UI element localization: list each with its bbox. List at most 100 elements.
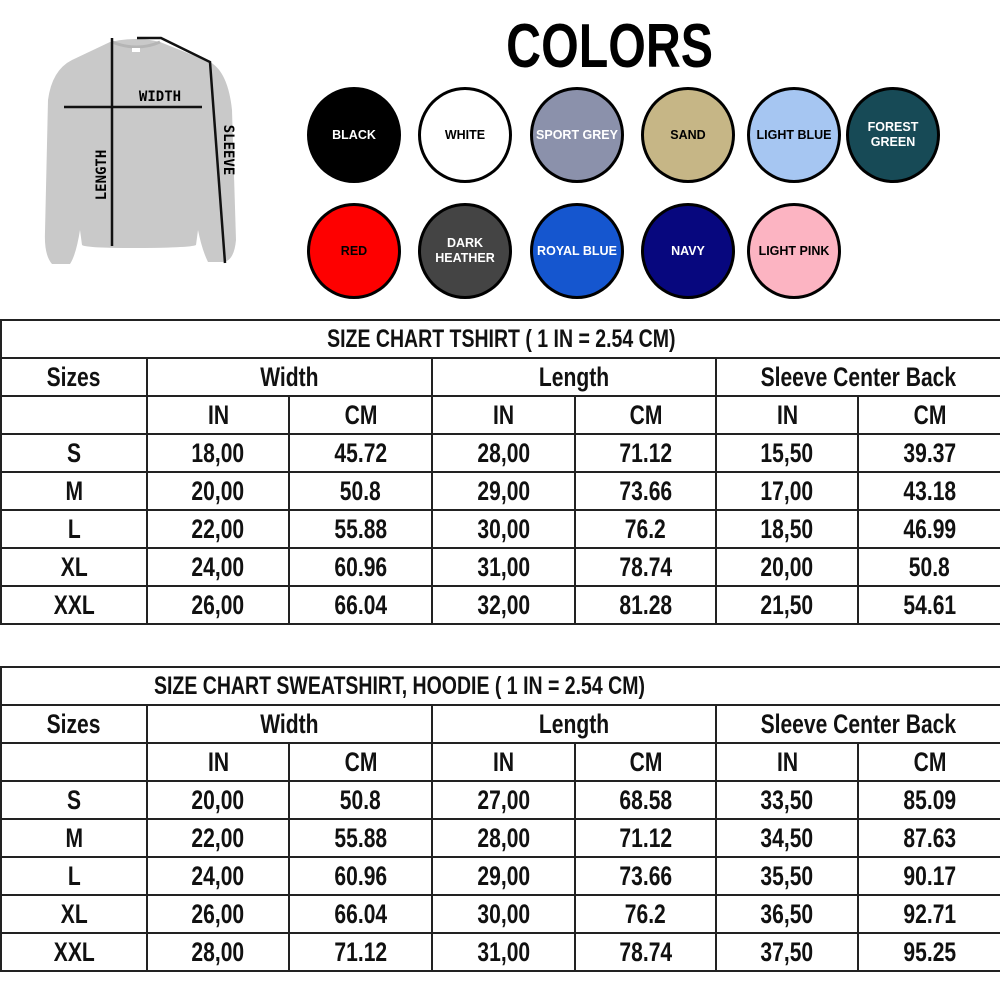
- value-cell-text: 18,50: [760, 513, 814, 544]
- table-row-s: S 18,00 45.72 28,00 71.12 15,50 39.37: [0, 433, 1000, 473]
- value-cell: 18,00: [146, 433, 290, 473]
- header-length-text: Length: [538, 361, 610, 392]
- value-cell-text: 87.63: [903, 822, 956, 853]
- value-cell-text: 76.2: [625, 898, 666, 929]
- color-swatch-label: ROYAL BLUE: [537, 243, 617, 258]
- value-cell-text: 28,00: [477, 437, 530, 468]
- unit-in: IN: [431, 395, 576, 435]
- unit-blank: [0, 395, 148, 435]
- color-swatch-sand: SAND: [641, 87, 735, 183]
- header-length: Length: [431, 357, 717, 397]
- size-cell: M: [0, 471, 148, 511]
- title-row: SIZE CHART TSHIRT ( 1 IN = 2.54 CM): [0, 319, 1000, 359]
- unit-in-text: IN: [776, 746, 798, 777]
- value-cell-text: 28,00: [191, 936, 245, 967]
- size-cell: XL: [0, 894, 148, 934]
- value-cell-text: 66.04: [334, 589, 387, 620]
- value-cell-text: 60.96: [334, 551, 387, 582]
- table-row-l: L 22,00 55.88 30,00 76.2 18,50 46.99: [0, 509, 1000, 549]
- value-cell-text: 22,00: [191, 513, 245, 544]
- value-cell: 22,00: [146, 509, 290, 549]
- color-swatch-label: WHITE: [444, 127, 486, 142]
- value-cell: 50.8: [856, 547, 1000, 587]
- unit-cm-text: CM: [913, 399, 946, 430]
- unit-in: IN: [431, 742, 576, 782]
- value-cell: 31,00: [431, 547, 576, 587]
- color-swatch-forest-green: FOREST GREEN: [846, 87, 940, 183]
- color-swatch-label: SPORT GREY: [536, 127, 618, 142]
- value-cell: 81.28: [574, 585, 717, 625]
- value-cell: 24,00: [146, 547, 290, 587]
- value-cell-text: 46.99: [903, 513, 956, 544]
- header-sleeve-center-back-text: Sleeve Center Back: [760, 708, 957, 739]
- header-sizes: Sizes: [0, 357, 148, 397]
- value-cell: 39.37: [856, 433, 1000, 473]
- length-label: LENGTH: [94, 150, 110, 201]
- value-cell: 36,50: [715, 894, 859, 934]
- value-cell-text: 27,00: [477, 784, 530, 815]
- colors-title: COLORS: [450, 14, 770, 80]
- value-cell: 55.88: [288, 818, 433, 858]
- value-cell: 21,50: [715, 585, 859, 625]
- value-cell-text: 60.96: [334, 860, 387, 891]
- value-cell: 26,00: [146, 894, 290, 934]
- value-cell-text: 55.88: [334, 513, 387, 544]
- header-sizes-text: Sizes: [47, 361, 101, 392]
- value-cell-text: 43.18: [903, 475, 956, 506]
- value-cell: 66.04: [288, 894, 433, 934]
- unit-in: IN: [715, 395, 859, 435]
- value-cell: 71.12: [288, 932, 433, 972]
- value-cell-text: 73.66: [619, 475, 672, 506]
- value-cell-text: 95.25: [903, 936, 956, 967]
- value-cell-text: 54.61: [903, 589, 956, 620]
- size-cell-text: XXL: [53, 936, 95, 967]
- value-cell-text: 68.58: [619, 784, 672, 815]
- value-cell: 30,00: [431, 894, 576, 934]
- value-cell: 73.66: [574, 471, 717, 511]
- header-row: Sizes Width Length Sleeve Center Back: [0, 704, 1000, 744]
- value-cell: 20,00: [715, 547, 859, 587]
- unit-in-text: IN: [207, 399, 229, 430]
- table-row-s: S 20,00 50.8 27,00 68.58 33,50 85.09: [0, 780, 1000, 820]
- value-cell: 22,00: [146, 818, 290, 858]
- value-cell-text: 71.12: [334, 936, 387, 967]
- table-row-xxl: XXL 26,00 66.04 32,00 81.28 21,50 54.61: [0, 585, 1000, 625]
- table-title-text: SIZE CHART TSHIRT ( 1 IN = 2.54 CM): [326, 324, 676, 353]
- header-width-text: Width: [260, 361, 319, 392]
- value-cell-text: 81.28: [619, 589, 672, 620]
- title-row: SIZE CHART SWEATSHIRT, HOODIE ( 1 IN = 2…: [0, 666, 1000, 706]
- header-sizes: Sizes: [0, 704, 148, 744]
- table-title: SIZE CHART TSHIRT ( 1 IN = 2.54 CM): [0, 319, 1000, 359]
- size-cell: XXL: [0, 932, 148, 972]
- value-cell: 29,00: [431, 856, 576, 896]
- unit-cm: CM: [856, 395, 1000, 435]
- unit-cm: CM: [574, 395, 717, 435]
- size-cell-text: L: [67, 860, 81, 891]
- table-row-m: M 22,00 55.88 28,00 71.12 34,50 87.63: [0, 818, 1000, 858]
- unit-cm: CM: [288, 742, 433, 782]
- size-cell: M: [0, 818, 148, 858]
- sweatshirt-measurement-diagram: WIDTH LENGTH SLEEVE: [44, 36, 237, 264]
- table-row-m: M 20,00 50.8 29,00 73.66 17,00 43.18: [0, 471, 1000, 511]
- size-cell: S: [0, 780, 148, 820]
- color-swatch-label: NAVY: [671, 243, 705, 258]
- value-cell-text: 24,00: [191, 860, 245, 891]
- value-cell: 76.2: [574, 509, 717, 549]
- value-cell: 17,00: [715, 471, 859, 511]
- sweatshirt-image: [44, 39, 237, 264]
- header-sleeve-center-back: Sleeve Center Back: [714, 357, 1000, 397]
- value-cell: 30,00: [431, 509, 576, 549]
- value-cell-text: 34,50: [760, 822, 814, 853]
- value-cell-text: 73.66: [619, 860, 672, 891]
- unit-cm-text: CM: [913, 746, 946, 777]
- value-cell: 18,50: [715, 509, 859, 549]
- value-cell-text: 31,00: [477, 551, 530, 582]
- value-cell-text: 26,00: [191, 898, 245, 929]
- value-cell: 33,50: [715, 780, 859, 820]
- size-cell-text: S: [66, 784, 82, 815]
- unit-cm: CM: [288, 395, 433, 435]
- sweatshirt-hoodie-size-chart: SIZE CHART SWEATSHIRT, HOODIE ( 1 IN = 2…: [0, 666, 1000, 972]
- unit-in: IN: [146, 395, 290, 435]
- value-cell-text: 29,00: [477, 475, 530, 506]
- size-cell-text: L: [67, 513, 81, 544]
